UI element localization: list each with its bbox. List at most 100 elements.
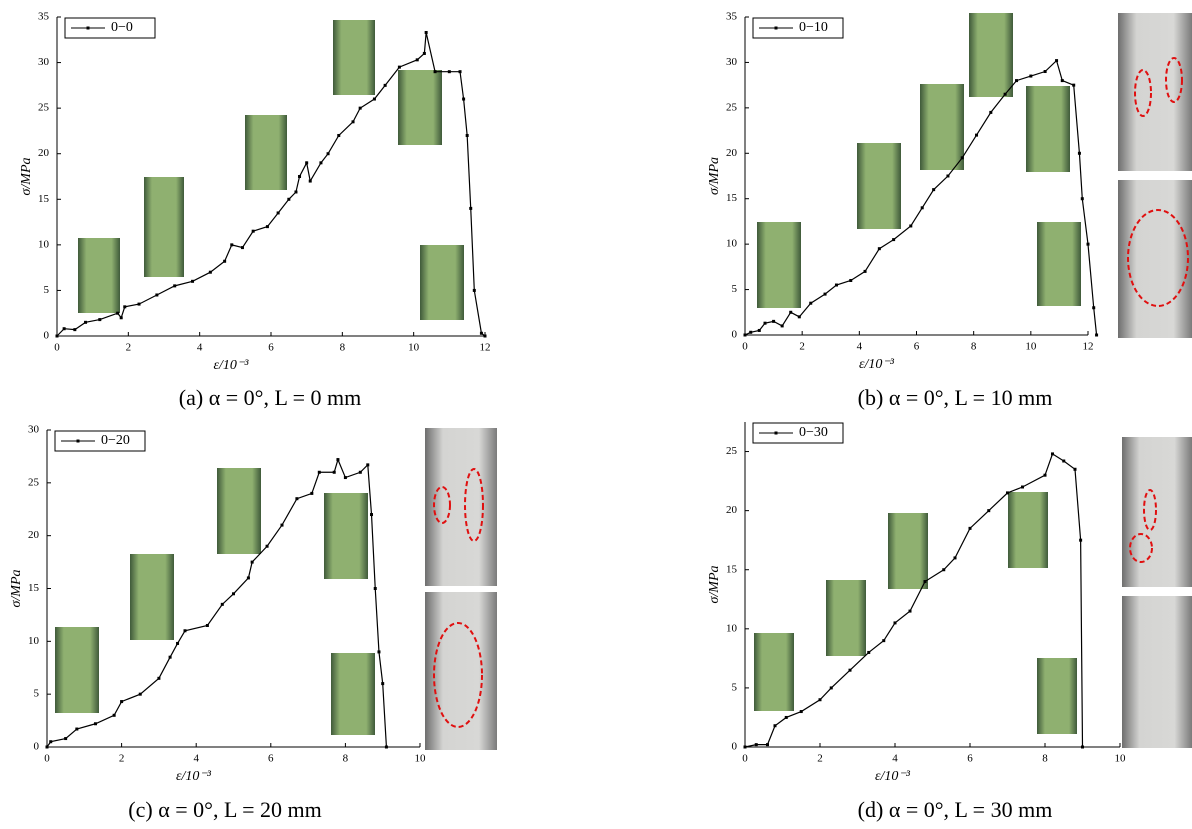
legend-box	[752, 422, 844, 444]
point	[1095, 333, 1099, 337]
point	[1043, 70, 1047, 74]
x-tick-label: 8	[971, 341, 977, 353]
point	[1092, 306, 1096, 310]
point	[483, 334, 487, 338]
y-tick-label: 0	[34, 741, 40, 753]
point	[1079, 538, 1083, 542]
specimen-photo	[857, 143, 901, 229]
point	[305, 161, 309, 165]
point	[295, 497, 299, 501]
point	[920, 206, 924, 210]
point	[351, 120, 355, 124]
x-tick-label: 6	[967, 753, 973, 765]
point	[358, 106, 362, 110]
point	[120, 700, 124, 704]
point	[784, 715, 788, 719]
legend-marker	[774, 431, 778, 435]
point	[829, 686, 833, 690]
y-tick-label: 30	[38, 56, 50, 68]
point	[780, 324, 784, 328]
y-tick-label: 20	[38, 147, 50, 159]
point	[276, 211, 280, 215]
specimen-photo	[420, 245, 464, 320]
specimen-photo	[324, 493, 368, 579]
point	[772, 319, 776, 323]
point	[168, 655, 172, 659]
point	[799, 710, 803, 714]
line	[56, 32, 486, 337]
point	[373, 587, 377, 590]
x-tick-label: 0	[742, 753, 748, 765]
point	[749, 330, 753, 334]
point	[1060, 79, 1064, 83]
specimen-photo	[969, 13, 1013, 97]
point	[370, 513, 374, 517]
y-tick-label: 30	[28, 424, 40, 436]
point	[1080, 197, 1084, 201]
point	[377, 650, 381, 654]
point	[465, 133, 469, 137]
point	[310, 491, 314, 495]
point	[424, 30, 428, 34]
y-tick-label: 30	[726, 56, 738, 68]
point	[942, 568, 946, 572]
specimen-photo	[217, 468, 261, 554]
point	[773, 724, 777, 728]
point	[332, 470, 336, 474]
point	[987, 509, 991, 513]
point	[138, 692, 142, 696]
point	[191, 279, 195, 283]
point	[1086, 242, 1090, 246]
y-tick-label: 20	[726, 147, 738, 159]
point	[415, 58, 419, 62]
legend-box	[54, 430, 146, 452]
point	[265, 225, 269, 229]
x-tick-label: 0	[54, 342, 60, 354]
point	[818, 698, 822, 702]
point	[743, 745, 747, 749]
point	[93, 722, 97, 726]
point	[763, 321, 767, 325]
specimen-photo	[425, 592, 497, 750]
legend-label: 0−20	[101, 433, 130, 448]
point	[1077, 151, 1081, 155]
x-tick-label: 10	[1115, 753, 1127, 765]
point	[294, 190, 298, 194]
specimen-photo	[333, 20, 375, 95]
x-tick-label: 4	[857, 341, 863, 353]
point	[469, 206, 473, 210]
point	[112, 713, 116, 717]
point	[358, 470, 362, 474]
y-tick-label: 5	[732, 681, 738, 693]
point	[75, 727, 79, 731]
y-tick-label: 10	[726, 622, 738, 634]
point	[308, 179, 312, 183]
point	[472, 288, 476, 292]
x-axis-label: ε/10⁻³	[214, 358, 250, 373]
specimen-photo	[757, 222, 801, 308]
point	[1081, 745, 1084, 749]
point	[433, 70, 437, 74]
x-tick-label: 2	[799, 341, 805, 353]
point	[116, 311, 120, 315]
legend-marker	[76, 439, 80, 443]
point	[823, 292, 827, 296]
point	[1003, 92, 1007, 96]
point	[246, 576, 250, 580]
specimen-photo	[1008, 492, 1048, 568]
x-tick-label: 10	[408, 342, 420, 354]
x-tick-label: 10	[1025, 341, 1037, 353]
point	[55, 334, 59, 338]
point	[317, 470, 321, 474]
y-tick-label: 10	[38, 238, 50, 250]
line	[744, 59, 1098, 336]
point	[1021, 485, 1024, 489]
point	[975, 133, 979, 137]
specimen-photo	[398, 70, 442, 145]
x-tick-label: 8	[340, 342, 346, 354]
x-tick-label: 12	[480, 342, 491, 354]
caption: (b) α = 0°, L = 10 mm	[858, 385, 1053, 410]
crack-marker	[1165, 57, 1183, 103]
point	[383, 83, 387, 87]
point	[960, 156, 964, 160]
